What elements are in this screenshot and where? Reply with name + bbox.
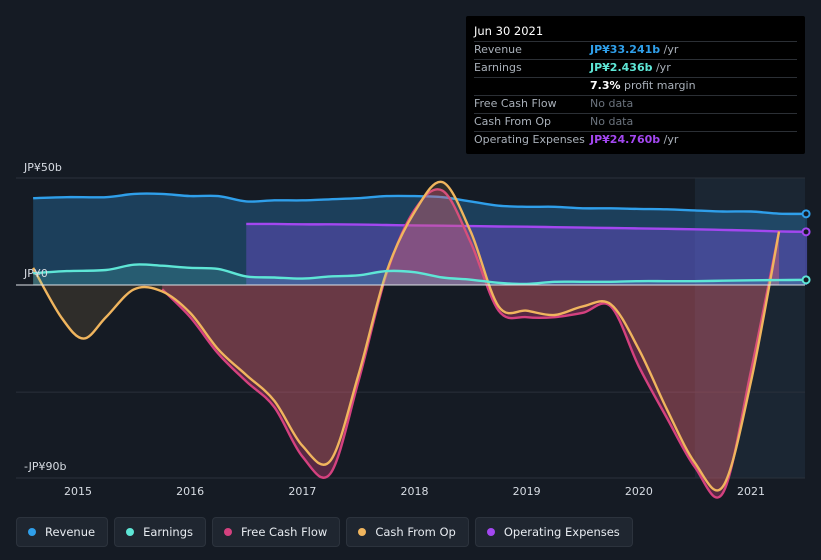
x-tick-label: 2017 (288, 485, 316, 498)
data-tooltip: Jun 30 2021 Revenue JP¥33.241b /yr Earning… (466, 16, 805, 154)
tooltip-row-label (474, 78, 590, 95)
tooltip-row: Free Cash Flow No data (474, 96, 797, 114)
x-tick-label: 2015 (64, 485, 92, 498)
x-axis-ticks: 2015 2016 2017 2018 2019 2020 2021 (64, 485, 765, 498)
forecast-highlight-region (694, 178, 805, 478)
x-tick-label: 2016 (176, 485, 204, 498)
operating-expenses-line[interactable] (246, 222, 808, 234)
legend-dot-icon (126, 528, 135, 536)
earnings-line[interactable] (33, 263, 808, 286)
x-tick-label: 2018 (401, 485, 429, 498)
free-cash-flow-line[interactable] (161, 188, 781, 499)
y-axis-labels: JP¥50b JP¥0 -JP¥90b (23, 161, 66, 473)
x-tick-label: 2019 (513, 485, 541, 498)
tooltip-row-value: JP¥24.760b /yr (590, 133, 679, 146)
tooltip-row: 7.3% profit margin (474, 78, 797, 96)
tooltip-row-label: Earnings (474, 61, 522, 74)
series-layer (32, 180, 808, 499)
legend-item-free-cash-flow[interactable]: Free Cash Flow (212, 517, 341, 547)
legend-dot-icon (28, 528, 36, 536)
legend-label: Cash From Op (375, 525, 456, 539)
tooltip-row: Revenue JP¥33.241b /yr (474, 42, 797, 60)
tooltip-row: Earnings JP¥2.436b /yr (474, 60, 797, 78)
legend-label: Operating Expenses (503, 525, 620, 539)
earnings-end-marker (801, 275, 811, 285)
tooltip-date: Jun 30 2021 (474, 23, 797, 42)
tooltip-row: Operating Expenses JP¥24.760b /yr (474, 132, 797, 149)
tooltip-row-label: Cash From Op (474, 115, 552, 128)
grid-lines (16, 177, 805, 479)
revenue-area (33, 193, 808, 285)
y-label-zero: JP¥0 (23, 267, 48, 280)
legend-item-revenue[interactable]: Revenue (16, 517, 109, 547)
revenue-end-marker (801, 209, 811, 219)
legend-dot-icon (224, 528, 232, 536)
tooltip-row-value: 7.3% profit margin (590, 79, 696, 92)
cash-from-op-area (33, 181, 780, 491)
legend-item-cash-from-op[interactable]: Cash From Op (346, 517, 469, 547)
earnings-area (33, 264, 808, 285)
legend-label: Revenue (45, 525, 96, 539)
legend-item-operating-expenses[interactable]: Operating Expenses (474, 517, 633, 547)
series-end-markers (801, 209, 811, 285)
free-cash-flow-area (162, 189, 780, 498)
y-label-top: JP¥50b (23, 161, 62, 174)
tooltip-row-label: Revenue (474, 43, 522, 56)
tooltip-row-value: No data (590, 97, 634, 110)
tooltip-row-value: JP¥2.436b /yr (590, 61, 671, 74)
cash-from-op-line[interactable] (32, 180, 781, 492)
tooltip-row-value: No data (590, 115, 634, 128)
legend-label: Earnings (143, 525, 193, 539)
legend-dot-icon (486, 528, 495, 536)
legend-item-earnings[interactable]: Earnings (114, 517, 206, 547)
y-label-bottom: -JP¥90b (24, 460, 66, 473)
tooltip-row-label: Operating Expenses (474, 133, 585, 146)
operating-expenses-end-marker (801, 227, 811, 237)
tooltip-row-label: Free Cash Flow (474, 97, 557, 110)
chart-legend: Revenue Earnings Free Cash Flow Cash From O… (16, 517, 633, 547)
tooltip-rows: Revenue JP¥33.241b /yr Earnings JP¥2.436b /… (474, 42, 797, 149)
x-tick-label: 2021 (737, 485, 765, 498)
tooltip-row: Cash From Op No data (474, 114, 797, 132)
tooltip-row-value: JP¥33.241b /yr (590, 43, 679, 56)
legend-label: Free Cash Flow (241, 525, 328, 539)
x-tick-label: 2020 (625, 485, 653, 498)
legend-dot-icon (358, 528, 367, 536)
revenue-line[interactable] (33, 192, 808, 216)
